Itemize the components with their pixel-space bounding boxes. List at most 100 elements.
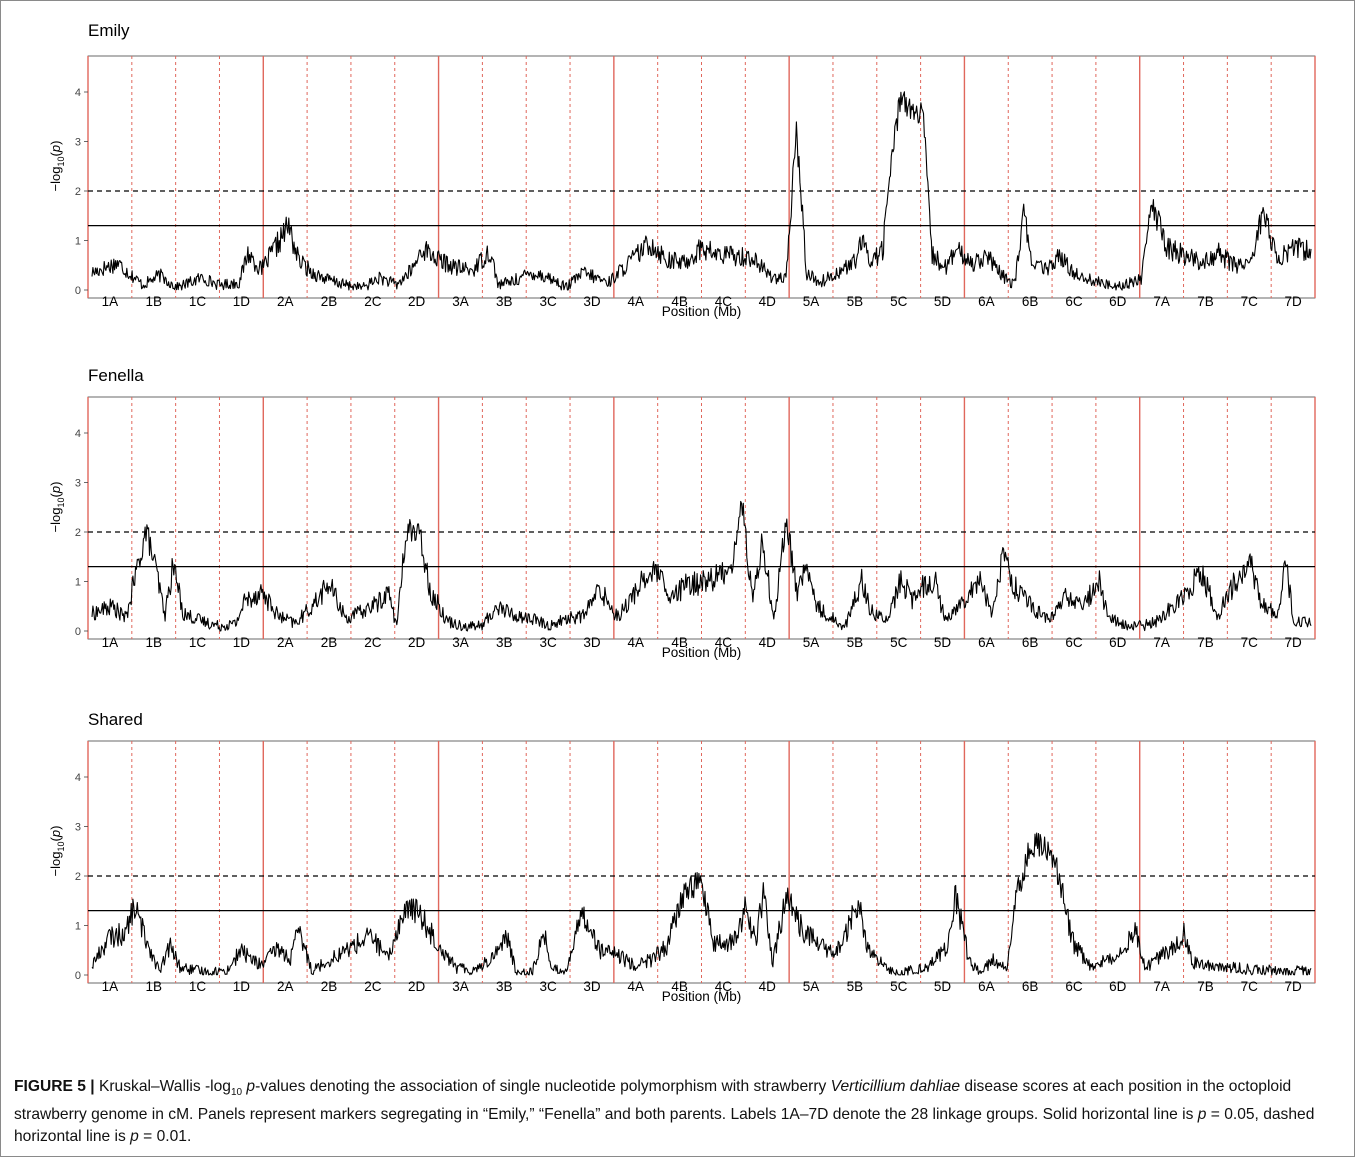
linkage-group-label: 7B [1197, 979, 1214, 994]
linkage-group-label: 3D [583, 635, 601, 650]
panel-title: Shared [88, 710, 143, 729]
linkage-group-label: 2A [277, 294, 294, 309]
linkage-group-label: 5B [847, 635, 864, 650]
linkage-group-label: 4D [759, 294, 777, 309]
panel-title: Fenella [88, 366, 144, 385]
linkage-group-label: 5B [847, 979, 864, 994]
figure-caption: FIGURE 5 | Kruskal–Wallis -log10 p-value… [14, 1076, 1344, 1148]
linkage-group-label: 6D [1109, 294, 1127, 309]
x-axis-label: Position (Mb) [662, 304, 742, 319]
panel-shared: Shared 0 1 2 3 4 −log10(p) 1A 1B 1C 1D 2A 2B 2C 2D 3A 3B… [48, 710, 1316, 1004]
linkage-group-label: 3A [452, 294, 469, 309]
caption-body: Kruskal–Wallis -log10 p-values denoting … [14, 1078, 1314, 1145]
linkage-group-label: 1D [233, 979, 251, 994]
linkage-group-label: 2C [364, 294, 382, 309]
linkage-group-label: 7B [1197, 294, 1214, 309]
linkage-group-label: 3C [539, 635, 557, 650]
linkage-group-label: 6A [978, 635, 995, 650]
linkage-group-label: 3A [452, 635, 469, 650]
y-label-part: −log [48, 851, 63, 876]
linkage-group-label: 4D [759, 979, 777, 994]
linkage-group-label: 2D [408, 635, 426, 650]
linkage-group-label: 5D [934, 294, 952, 309]
linkage-group-label: 4B [671, 635, 688, 650]
linkage-group-label: 1C [189, 294, 207, 309]
linkage-group-label: 2A [277, 979, 294, 994]
linkage-group-label: 1A [102, 635, 119, 650]
linkage-group-label: 2D [408, 979, 426, 994]
y-label-part: ) [48, 482, 63, 486]
y-label-sub: 10 [56, 841, 66, 851]
y-tick-label: 3 [75, 137, 81, 149]
linkage-group-label: 6C [1065, 635, 1083, 650]
caption-text-9: = 0.01. [138, 1128, 192, 1146]
linkage-group-label: 2A [277, 635, 294, 650]
linkage-group-label: 2B [321, 635, 338, 650]
y-label-part: p [48, 830, 63, 838]
linkage-group-label: 4A [628, 294, 645, 309]
y-label-part: p [48, 486, 63, 494]
linkage-group-label: 3B [496, 294, 513, 309]
caption-text-7: = 0.05, dashed horizontal line is [14, 1106, 1315, 1146]
y-axis-label: −log10(p) [48, 141, 66, 192]
y-tick-label: 3 [75, 822, 81, 834]
y-label-part: −log [48, 507, 63, 532]
linkage-group-label: 1B [145, 294, 162, 309]
linkage-group-label: 5A [803, 635, 820, 650]
linkage-group-label: 2C [364, 979, 382, 994]
linkage-group-label: 6D [1109, 979, 1127, 994]
linkage-group-label: 4B [671, 294, 688, 309]
association-trace [91, 832, 1312, 976]
linkage-group-label: 1B [145, 979, 162, 994]
linkage-group-label: 3D [583, 979, 601, 994]
linkage-group-label: 3B [496, 635, 513, 650]
linkage-group-label: 3C [539, 294, 557, 309]
linkage-group-label: 7B [1197, 635, 1214, 650]
y-tick-label: 0 [75, 970, 81, 982]
linkage-group-label: 6B [1022, 635, 1039, 650]
caption-text-3: -values denoting the association of sing… [255, 1078, 831, 1095]
linkage-group-label: 4A [628, 979, 645, 994]
linkage-group-label: 4C [715, 635, 733, 650]
y-tick-label: 2 [75, 186, 81, 198]
y-label-part: ) [48, 141, 63, 145]
x-axis-label: Position (Mb) [662, 645, 742, 660]
linkage-group-label: 5A [803, 294, 820, 309]
y-tick-label: 2 [75, 871, 81, 883]
y-tick-label: 0 [75, 626, 81, 638]
linkage-group-label: 1B [145, 635, 162, 650]
linkage-group-label: 2B [321, 294, 338, 309]
linkage-group-label: 1C [189, 635, 207, 650]
caption-label: FIGURE 5 | [14, 1078, 95, 1095]
y-label-part: ( [48, 492, 63, 497]
linkage-group-label: 5C [890, 294, 908, 309]
linkage-group-label: 6C [1065, 294, 1083, 309]
linkage-group-label: 5B [847, 294, 864, 309]
y-axis-label: −log10(p) [48, 826, 66, 877]
association-trace [91, 500, 1312, 632]
caption-text-0: Kruskal–Wallis -log [94, 1078, 231, 1095]
y-label-sub: 10 [56, 156, 66, 166]
caption-text-1: 10 [230, 1087, 243, 1099]
panel-fenella: Fenella 0 1 2 3 4 −log10(p) 1A 1B 1C 1D 2A 2B 2C 2D 3A 3… [48, 366, 1316, 660]
linkage-group-label: 7D [1284, 294, 1302, 309]
y-tick-label: 4 [75, 772, 81, 784]
linkage-group-label: 3D [583, 294, 601, 309]
linkage-group-label: 7A [1153, 294, 1170, 309]
linkage-group-label: 1D [233, 294, 251, 309]
linkage-group-label: 7C [1241, 635, 1259, 650]
linkage-group-label: 1A [102, 979, 119, 994]
y-tick-label: 1 [75, 921, 81, 933]
linkage-group-label: 6B [1022, 294, 1039, 309]
caption-text-6: p [1197, 1106, 1207, 1124]
linkage-group-label: 1A [102, 294, 119, 309]
linkage-group-label: 2B [321, 979, 338, 994]
linkage-group-label: 3A [452, 979, 469, 994]
x-axis-label: Position (Mb) [662, 989, 742, 1004]
y-tick-label: 2 [75, 527, 81, 539]
caption-text-2: p [242, 1078, 256, 1095]
linkage-group-label: 4B [671, 979, 688, 994]
linkage-group-label: 4C [715, 294, 733, 309]
panel-title: Emily [88, 21, 130, 40]
